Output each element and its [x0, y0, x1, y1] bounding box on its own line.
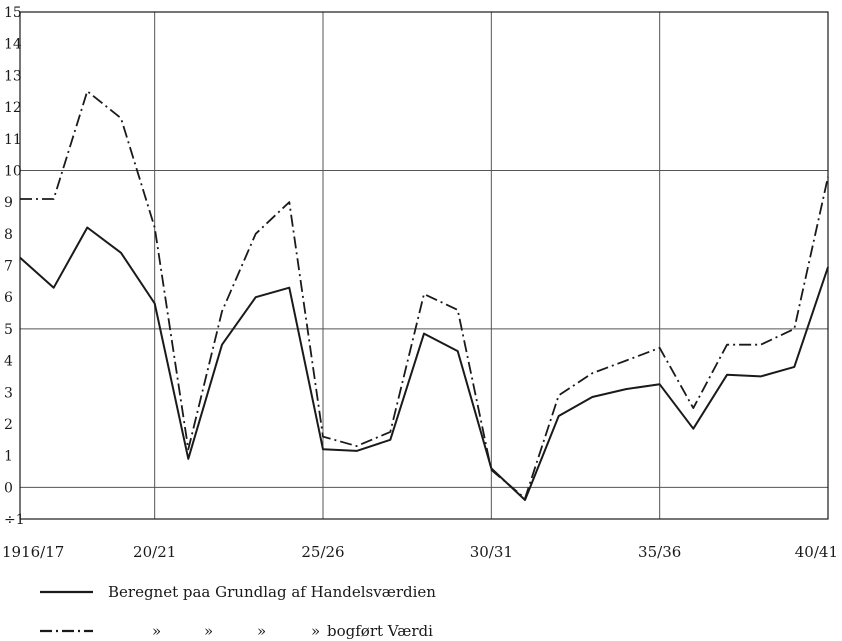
legend: Beregnet paa Grundlag af Handelsværdien …: [40, 583, 436, 640]
legend-ditto-mark: »: [257, 622, 266, 640]
series-line-bogfort-vaerdi: [20, 90, 829, 500]
y-tick-label: 3: [4, 385, 13, 401]
x-tick-label: 1916/17: [2, 543, 64, 561]
x-tick-label: 20/21: [133, 543, 176, 561]
legend-ditto-mark: »: [311, 622, 320, 640]
x-tick-label: 25/26: [301, 543, 344, 561]
legend-label-dashdot: bogført Værdi: [327, 622, 433, 640]
y-tick-label: 7: [4, 259, 13, 275]
y-tick-label: 12: [4, 100, 22, 116]
x-tick-label: 40/41: [795, 543, 838, 561]
y-tick-label: 15: [4, 5, 22, 21]
series-line-handelsvaerdi: [19, 226, 829, 501]
grid-lines: [20, 12, 828, 519]
y-tick-label: 10: [4, 163, 22, 179]
plot-border: [19, 11, 829, 520]
y-tick-label: 11: [4, 132, 22, 148]
y-tick-label: 13: [4, 68, 22, 84]
x-tick-label: 30/31: [470, 543, 513, 561]
plot-frame: [19, 11, 829, 520]
x-tick-label: 35/36: [638, 543, 681, 561]
y-tick-label: 9: [4, 195, 13, 211]
y-tick-label: 8: [4, 227, 13, 243]
y-tick-label: 2: [4, 417, 13, 433]
y-tick-label: 1: [4, 449, 13, 465]
x-axis-ticks: 1916/17 20/21 25/26 30/31 35/36 40/41: [2, 543, 838, 561]
legend-ditto-mark: »: [204, 622, 213, 640]
legend-label-solid: Beregnet paa Grundlag af Handelsværdien: [108, 583, 436, 601]
y-tick-label: 6: [4, 290, 13, 306]
y-tick-label: ÷1: [4, 512, 25, 528]
y-tick-label: 0: [4, 480, 13, 496]
y-tick-label: 5: [4, 322, 13, 338]
y-tick-label: 4: [4, 354, 13, 370]
data-series: [19, 90, 829, 501]
legend-ditto-mark: »: [152, 622, 161, 640]
y-tick-label: 14: [4, 37, 22, 53]
